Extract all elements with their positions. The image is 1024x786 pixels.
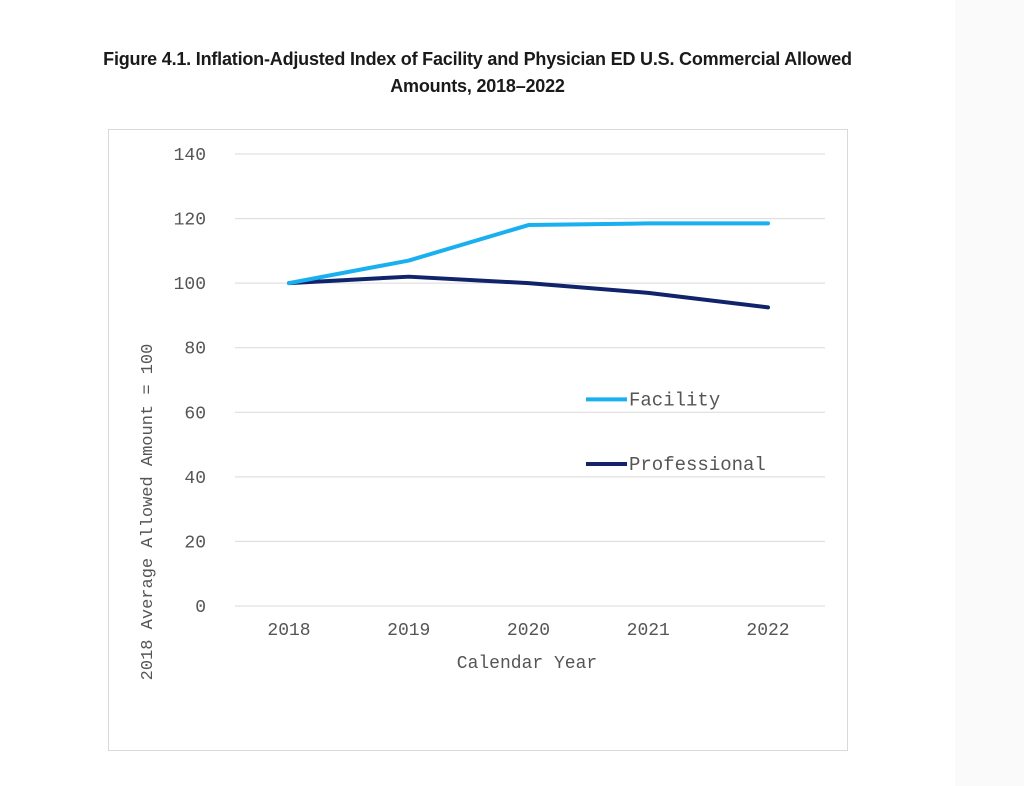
x-tick-label: 2019 — [387, 621, 430, 641]
figure-title-line-2: Amounts, 2018–2022 — [390, 76, 565, 96]
series-lines — [287, 221, 770, 310]
legend-label-professional: Professional — [629, 454, 766, 476]
y-tick-label: 100 — [174, 275, 206, 295]
y-tick-label: 20 — [184, 533, 206, 553]
figure-title-line-1: Figure 4.1. Inflation-Adjusted Index of … — [103, 49, 852, 69]
y-tick-label: 140 — [174, 146, 206, 166]
x-tick-labels: 2018 2019 2020 2021 2022 — [267, 621, 789, 641]
series-line-professional — [287, 274, 770, 310]
series-line-facility — [287, 221, 770, 286]
y-axis-label: 2018 Average Allowed Amount = 100 — [139, 344, 158, 681]
x-tick-label: 2020 — [507, 621, 550, 641]
y-tick-label: 60 — [184, 404, 206, 424]
y-tick-labels: 0 20 40 60 80 100 120 140 — [174, 146, 206, 618]
y-tick-label: 40 — [184, 469, 206, 489]
y-tick-label: 0 — [195, 598, 206, 618]
legend-label-facility: Facility — [629, 389, 720, 411]
figure-title: Figure 4.1. Inflation-Adjusted Index of … — [0, 46, 955, 100]
page-margin-strip — [955, 0, 1024, 786]
x-axis-label: Calendar Year — [457, 654, 597, 674]
legend: Facility Professional — [586, 389, 766, 476]
x-tick-label: 2021 — [627, 621, 670, 641]
y-tick-label: 80 — [184, 340, 206, 360]
x-tick-label: 2022 — [746, 621, 789, 641]
y-tick-label: 120 — [174, 211, 206, 231]
x-tick-label: 2018 — [267, 621, 310, 641]
chart-frame: 0 20 40 60 80 100 120 140 2018 2019 2020 2021 2022 … — [108, 129, 848, 751]
